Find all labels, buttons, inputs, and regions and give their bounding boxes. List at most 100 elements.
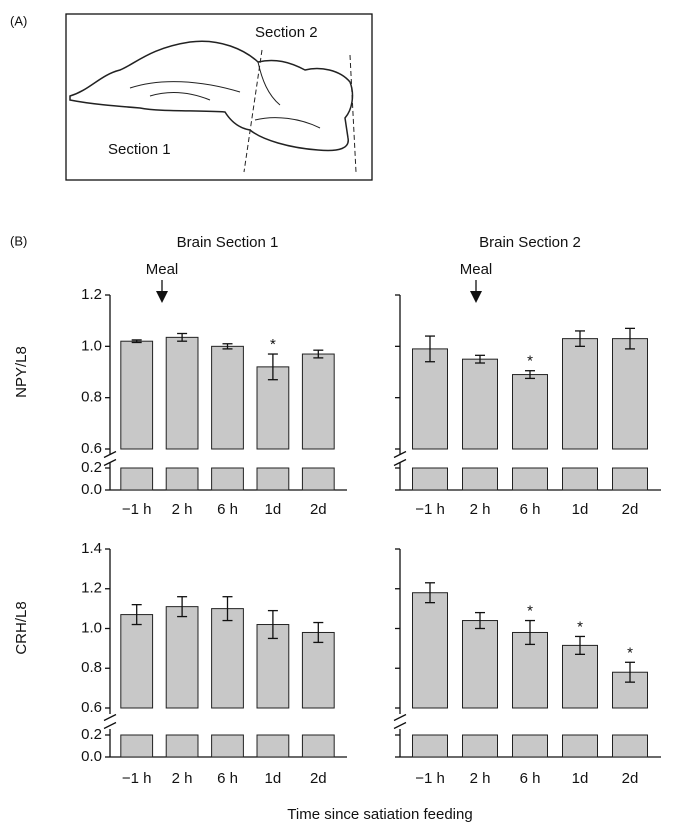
axis-break: [103, 450, 117, 459]
x-tick-label: 6 h: [520, 501, 541, 518]
axis-break: [393, 713, 407, 722]
y-axis-label: NPY/L8: [13, 346, 30, 398]
bar-lower: [562, 734, 598, 758]
x-tick-label: −1 h: [415, 770, 445, 787]
significance-mark: *: [577, 618, 583, 635]
bar: [512, 374, 548, 450]
x-tick-label: 2d: [622, 501, 639, 518]
axis-break: [393, 450, 407, 459]
bar-lower: [120, 734, 154, 758]
significance-mark: *: [270, 336, 276, 353]
x-tick-label: 1d: [265, 770, 282, 787]
bar: [301, 631, 335, 709]
bar-lower: [256, 467, 290, 491]
y-tick-label: 0.8: [81, 389, 102, 406]
axis-break: [103, 721, 117, 730]
x-tick-label: 2d: [310, 501, 327, 518]
significance-mark: *: [527, 353, 533, 370]
bar: [301, 353, 335, 450]
brain-sketch: [69, 40, 357, 173]
annotation-arrow: [156, 291, 168, 303]
bar-lower: [412, 734, 448, 758]
bar: [412, 592, 448, 709]
x-axis-label: Time since satiation feeding: [287, 806, 472, 823]
chart-title: Brain Section 1: [177, 234, 279, 251]
bar-lower: [165, 467, 199, 491]
significance-mark: *: [527, 603, 533, 620]
bar: [412, 348, 448, 450]
bar-lower: [301, 734, 335, 758]
panel-label: (B): [10, 233, 27, 248]
bar-lower: [462, 734, 498, 758]
chart-title: Brain Section 2: [479, 234, 581, 251]
bar-lower: [301, 467, 335, 491]
bar-lower: [512, 467, 548, 491]
y-tick-label: 1.0: [81, 337, 102, 354]
x-tick-label: −1 h: [122, 501, 152, 518]
axis-break: [103, 713, 117, 722]
axis-break: [103, 458, 117, 467]
bar-lower: [612, 467, 648, 491]
y-tick-label: 1.4: [81, 540, 102, 557]
y-tick-label: 0.8: [81, 659, 102, 676]
bar-lower: [512, 734, 548, 758]
bar-lower: [120, 467, 154, 491]
bar-lower: [211, 467, 244, 491]
bar-lower: [562, 467, 598, 491]
bar-lower: [412, 467, 448, 491]
x-tick-label: 2d: [310, 770, 327, 787]
annotation: Meal: [146, 261, 179, 278]
y-tick-label: 0.6: [81, 440, 102, 457]
y-tick-label: 1.0: [81, 619, 102, 636]
bar: [462, 358, 498, 450]
bar-lower: [211, 734, 244, 758]
y-tick-label: 0.2: [81, 459, 102, 476]
x-tick-label: 2 h: [470, 770, 491, 787]
x-tick-label: −1 h: [415, 501, 445, 518]
bar: [562, 644, 598, 709]
annotation: Meal: [460, 261, 493, 278]
x-tick-label: 1d: [265, 501, 282, 518]
section-label: Section 1: [108, 141, 171, 158]
section-label: Section 2: [255, 24, 318, 41]
x-tick-label: 6 h: [217, 770, 238, 787]
bar: [211, 608, 244, 709]
y-tick-label: 1.2: [81, 286, 102, 303]
y-axis-label: CRH/L8: [13, 601, 30, 654]
bar: [562, 338, 598, 450]
significance-mark: *: [627, 644, 633, 661]
x-tick-label: 6 h: [520, 770, 541, 787]
bar: [256, 366, 290, 450]
bar: [165, 606, 199, 709]
x-tick-label: 2 h: [470, 501, 491, 518]
bar-lower: [612, 734, 648, 758]
x-tick-label: 2 h: [172, 770, 193, 787]
axis-break: [393, 721, 407, 730]
bar: [165, 336, 199, 450]
bar: [120, 614, 154, 709]
x-tick-label: 2d: [622, 770, 639, 787]
axis-break: [393, 458, 407, 467]
bar: [612, 338, 648, 450]
x-tick-label: 1d: [572, 770, 589, 787]
panel-a-frame: [65, 13, 373, 181]
x-tick-label: 1d: [572, 501, 589, 518]
bar: [211, 345, 244, 450]
bar: [120, 340, 154, 450]
y-tick-label: 1.2: [81, 580, 102, 597]
bar-lower: [165, 734, 199, 758]
bar-lower: [462, 467, 498, 491]
y-tick-label: 0.6: [81, 699, 102, 716]
panel-label: (A): [10, 13, 27, 28]
bar: [512, 631, 548, 709]
bar-lower: [256, 734, 290, 758]
x-tick-label: 2 h: [172, 501, 193, 518]
x-tick-label: 6 h: [217, 501, 238, 518]
bar: [462, 620, 498, 709]
y-tick-label: 0.0: [81, 748, 102, 765]
x-tick-label: −1 h: [122, 770, 152, 787]
annotation-arrow: [470, 291, 482, 303]
y-tick-label: 0.0: [81, 481, 102, 498]
y-tick-label: 0.2: [81, 726, 102, 743]
